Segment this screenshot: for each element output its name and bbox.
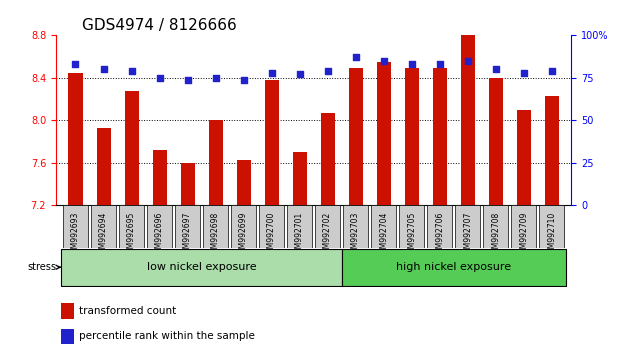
Point bbox=[211, 75, 220, 81]
Text: GSM992707: GSM992707 bbox=[463, 212, 472, 258]
Text: GSM992698: GSM992698 bbox=[211, 212, 220, 258]
FancyBboxPatch shape bbox=[91, 205, 116, 248]
FancyBboxPatch shape bbox=[455, 205, 480, 248]
Point bbox=[127, 68, 137, 74]
FancyBboxPatch shape bbox=[511, 205, 537, 248]
FancyBboxPatch shape bbox=[203, 205, 228, 248]
Bar bbox=[376, 62, 391, 205]
Text: GSM992701: GSM992701 bbox=[295, 212, 304, 258]
Bar bbox=[209, 120, 222, 205]
FancyBboxPatch shape bbox=[259, 205, 284, 248]
Bar bbox=[489, 78, 502, 205]
Bar bbox=[68, 73, 83, 205]
Point bbox=[183, 77, 193, 82]
Point bbox=[407, 62, 417, 67]
Bar bbox=[96, 128, 111, 205]
Text: GSM992697: GSM992697 bbox=[183, 212, 192, 258]
Bar bbox=[125, 91, 138, 205]
Point bbox=[294, 72, 304, 77]
Text: GSM992702: GSM992702 bbox=[323, 212, 332, 258]
Point bbox=[463, 58, 473, 64]
Bar bbox=[153, 150, 166, 205]
FancyBboxPatch shape bbox=[315, 205, 340, 248]
Text: high nickel exposure: high nickel exposure bbox=[396, 262, 511, 272]
Text: percentile rank within the sample: percentile rank within the sample bbox=[79, 331, 255, 341]
FancyBboxPatch shape bbox=[539, 205, 564, 248]
FancyBboxPatch shape bbox=[231, 205, 256, 248]
FancyBboxPatch shape bbox=[483, 205, 509, 248]
Point bbox=[155, 75, 165, 81]
Text: GSM992700: GSM992700 bbox=[267, 212, 276, 258]
Text: GSM992699: GSM992699 bbox=[239, 212, 248, 258]
Point bbox=[99, 67, 109, 72]
Bar bbox=[292, 152, 307, 205]
Text: GSM992696: GSM992696 bbox=[155, 212, 164, 258]
Bar bbox=[348, 68, 363, 205]
Bar bbox=[320, 113, 335, 205]
FancyBboxPatch shape bbox=[175, 205, 200, 248]
Point bbox=[546, 68, 556, 74]
Bar bbox=[433, 68, 446, 205]
Bar bbox=[265, 80, 279, 205]
Point bbox=[491, 67, 501, 72]
Text: GSM992695: GSM992695 bbox=[127, 212, 136, 258]
Bar bbox=[61, 303, 74, 319]
FancyBboxPatch shape bbox=[63, 205, 88, 248]
Text: low nickel exposure: low nickel exposure bbox=[147, 262, 256, 272]
FancyBboxPatch shape bbox=[371, 205, 396, 248]
Point bbox=[71, 62, 81, 67]
FancyBboxPatch shape bbox=[119, 205, 144, 248]
FancyBboxPatch shape bbox=[343, 205, 368, 248]
Point bbox=[379, 58, 389, 64]
FancyBboxPatch shape bbox=[147, 205, 172, 248]
Text: GSM992693: GSM992693 bbox=[71, 212, 80, 258]
Bar bbox=[61, 329, 74, 344]
Bar bbox=[545, 96, 559, 205]
FancyBboxPatch shape bbox=[342, 249, 566, 286]
Bar bbox=[517, 110, 531, 205]
FancyBboxPatch shape bbox=[427, 205, 452, 248]
Point bbox=[519, 70, 528, 76]
Point bbox=[351, 55, 361, 60]
Text: GSM992694: GSM992694 bbox=[99, 212, 108, 258]
Point bbox=[323, 68, 333, 74]
Text: GSM992709: GSM992709 bbox=[519, 212, 528, 258]
Text: GSM992710: GSM992710 bbox=[547, 212, 556, 258]
Point bbox=[238, 77, 248, 82]
Text: GDS4974 / 8126666: GDS4974 / 8126666 bbox=[82, 18, 237, 33]
Bar bbox=[181, 163, 194, 205]
FancyBboxPatch shape bbox=[287, 205, 312, 248]
Text: GSM992708: GSM992708 bbox=[491, 212, 500, 258]
FancyBboxPatch shape bbox=[61, 249, 342, 286]
Text: stress: stress bbox=[27, 262, 60, 272]
Point bbox=[266, 70, 276, 76]
Text: GSM992704: GSM992704 bbox=[379, 212, 388, 258]
Text: GSM992706: GSM992706 bbox=[435, 212, 444, 258]
FancyBboxPatch shape bbox=[399, 205, 424, 248]
Bar bbox=[237, 160, 251, 205]
Text: GSM992703: GSM992703 bbox=[351, 212, 360, 258]
Bar bbox=[461, 35, 474, 205]
Point bbox=[435, 62, 445, 67]
Text: transformed count: transformed count bbox=[79, 306, 176, 316]
Bar bbox=[405, 68, 419, 205]
Text: GSM992705: GSM992705 bbox=[407, 212, 416, 258]
